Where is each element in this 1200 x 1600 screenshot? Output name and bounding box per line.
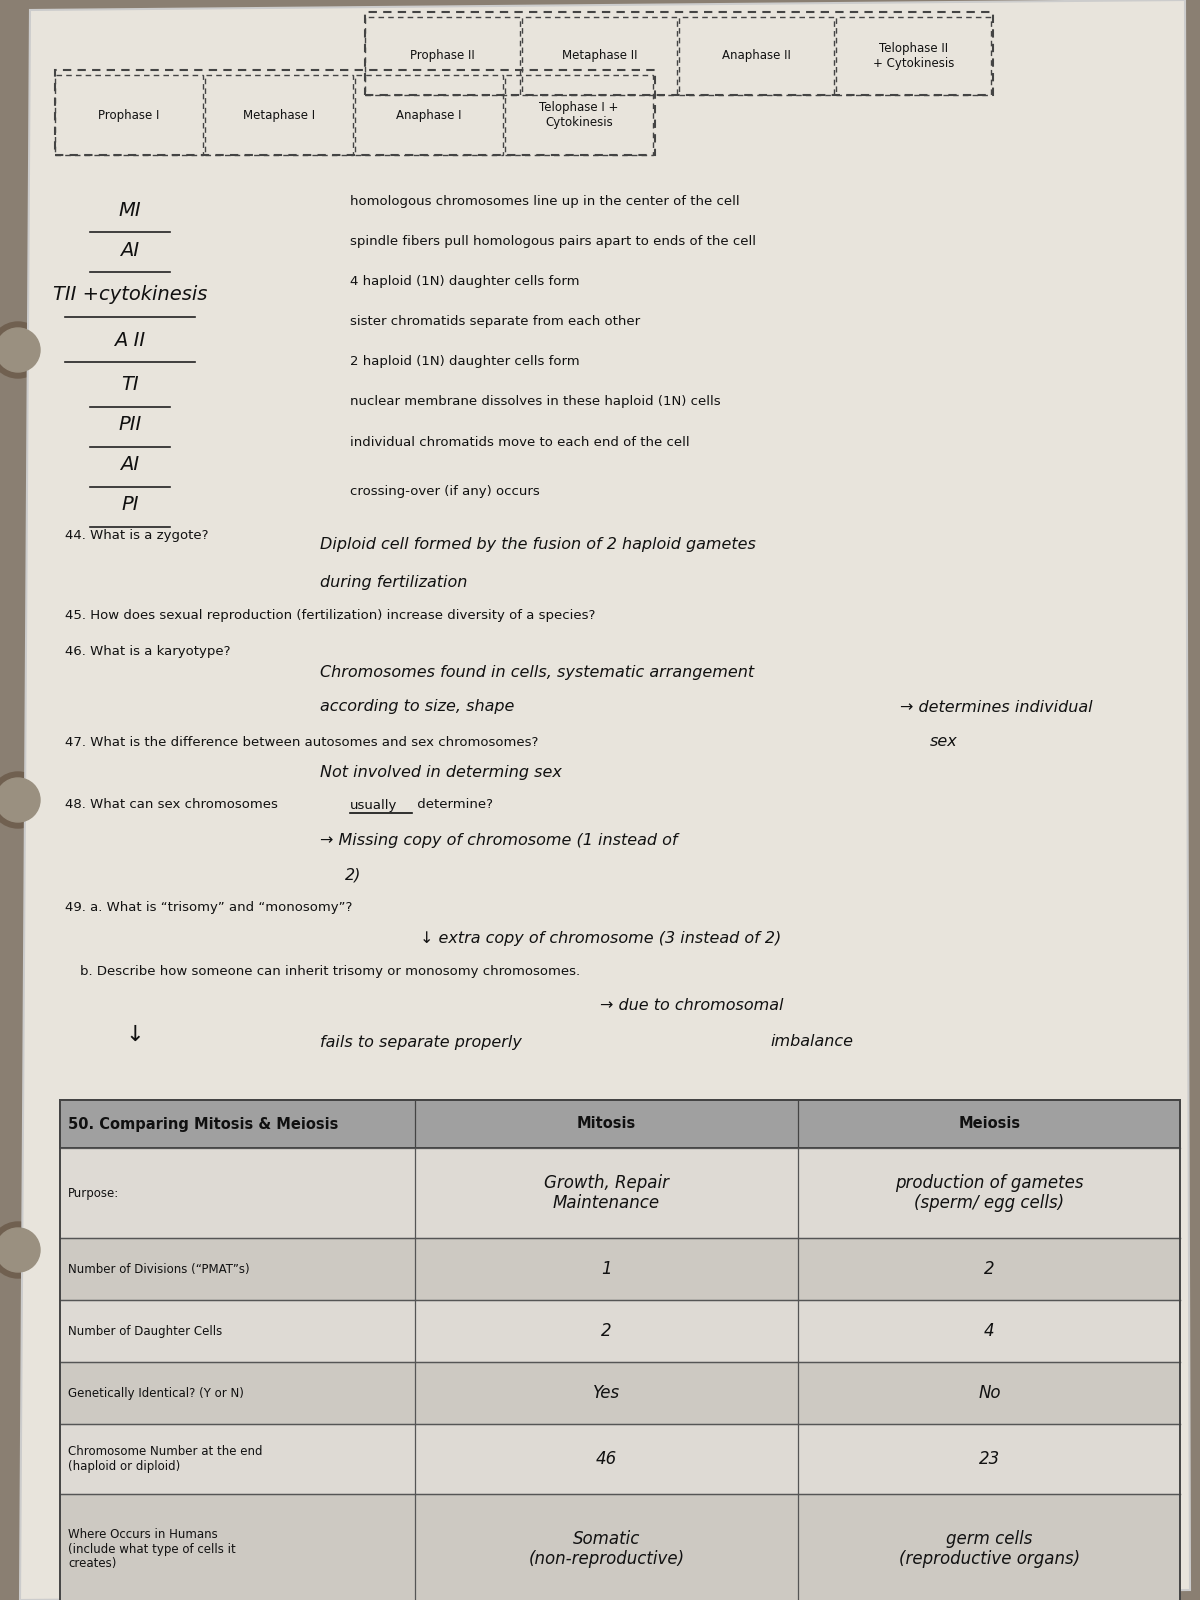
Text: Prophase II: Prophase II	[410, 50, 475, 62]
Text: 48. What can sex chromosomes: 48. What can sex chromosomes	[65, 798, 282, 811]
Text: 46: 46	[596, 1450, 617, 1469]
Circle shape	[0, 322, 46, 378]
Text: 44. What is a zygote?: 44. What is a zygote?	[65, 528, 209, 541]
Text: Purpose:: Purpose:	[68, 1187, 119, 1200]
Text: 50. Comparing Mitosis & Meiosis: 50. Comparing Mitosis & Meiosis	[68, 1117, 338, 1131]
Circle shape	[0, 328, 40, 371]
Text: → Missing copy of chromosome (1 instead of: → Missing copy of chromosome (1 instead …	[320, 832, 678, 848]
Text: No: No	[978, 1384, 1001, 1402]
Text: PI: PI	[121, 496, 139, 515]
Text: 47. What is the difference between autosomes and sex chromosomes?: 47. What is the difference between autos…	[65, 736, 539, 749]
Text: Chromosomes found in cells, systematic arrangement: Chromosomes found in cells, systematic a…	[320, 664, 754, 680]
Text: Number of Divisions (“PMAT”s): Number of Divisions (“PMAT”s)	[68, 1262, 250, 1275]
Text: 2: 2	[984, 1261, 995, 1278]
Text: ↓ extra copy of chromosome (3 instead of 2): ↓ extra copy of chromosome (3 instead of…	[420, 931, 781, 946]
Text: according to size, shape: according to size, shape	[320, 699, 515, 715]
Text: A II: A II	[114, 331, 145, 349]
Bar	[60, 1101, 1180, 1149]
Text: 2: 2	[601, 1322, 612, 1341]
Text: sister chromatids separate from each other: sister chromatids separate from each oth…	[350, 315, 640, 328]
Text: Growth, Repair
Maintenance: Growth, Repair Maintenance	[544, 1174, 670, 1213]
Text: 46. What is a karyotype?: 46. What is a karyotype?	[65, 645, 230, 659]
Bar	[60, 1424, 1180, 1494]
Text: spindle fibers pull homologous pairs apart to ends of the cell: spindle fibers pull homologous pairs apa…	[350, 235, 756, 248]
Text: MI: MI	[119, 200, 142, 219]
Text: Meiosis: Meiosis	[959, 1117, 1020, 1131]
Text: Mitosis: Mitosis	[577, 1117, 636, 1131]
Text: PII: PII	[119, 416, 142, 435]
Bar	[60, 1299, 1180, 1362]
Text: TI: TI	[121, 376, 139, 395]
Text: during fertilization: during fertilization	[320, 574, 467, 589]
Text: AI: AI	[120, 456, 139, 475]
Circle shape	[0, 1229, 40, 1272]
Text: germ cells
(reproductive organs): germ cells (reproductive organs)	[899, 1530, 1080, 1568]
Text: Chromosome Number at the end
(haploid or diploid): Chromosome Number at the end (haploid or…	[68, 1445, 263, 1474]
Bar	[60, 1149, 1180, 1238]
Text: Somatic
(non-reproductive): Somatic (non-reproductive)	[528, 1530, 684, 1568]
Text: Genetically Identical? (Y or N): Genetically Identical? (Y or N)	[68, 1387, 244, 1400]
Text: imbalance: imbalance	[770, 1035, 853, 1050]
Text: Metaphase I: Metaphase I	[242, 109, 316, 122]
Text: sex: sex	[930, 734, 958, 749]
Text: 45. How does sexual reproduction (fertilization) increase diversity of a species: 45. How does sexual reproduction (fertil…	[65, 608, 595, 621]
Text: Metaphase II: Metaphase II	[562, 50, 637, 62]
Polygon shape	[20, 0, 1190, 1600]
Text: Prophase I: Prophase I	[98, 109, 160, 122]
Text: 4: 4	[984, 1322, 995, 1341]
Text: production of gametes
(sperm/ egg cells): production of gametes (sperm/ egg cells)	[895, 1174, 1084, 1213]
Circle shape	[0, 778, 40, 822]
Text: 2): 2)	[346, 867, 361, 883]
Text: Telophase I +
Cytokinesis: Telophase I + Cytokinesis	[539, 101, 619, 130]
Text: → due to chromosomal: → due to chromosomal	[600, 997, 784, 1013]
Text: 4 haploid (1N) daughter cells form: 4 haploid (1N) daughter cells form	[350, 275, 580, 288]
Text: Not involved in determing sex: Not involved in determing sex	[320, 765, 562, 779]
Text: 23: 23	[979, 1450, 1000, 1469]
Text: determine?: determine?	[413, 798, 493, 811]
Text: nuclear membrane dissolves in these haploid (1N) cells: nuclear membrane dissolves in these hapl…	[350, 395, 721, 408]
Bar	[60, 1238, 1180, 1299]
Text: Number of Daughter Cells: Number of Daughter Cells	[68, 1325, 222, 1338]
Text: ↓: ↓	[125, 1026, 144, 1045]
Text: Where Occurs in Humans
(include what type of cells it
creates): Where Occurs in Humans (include what typ…	[68, 1528, 235, 1571]
Text: usually: usually	[350, 798, 397, 811]
Circle shape	[0, 773, 46, 829]
Text: → determines individual: → determines individual	[900, 699, 1093, 715]
Bar	[60, 1494, 1180, 1600]
Text: Telophase II
+ Cytokinesis: Telophase II + Cytokinesis	[872, 42, 954, 70]
Bar	[60, 1362, 1180, 1424]
Text: Anaphase I: Anaphase I	[396, 109, 462, 122]
Text: homologous chromosomes line up in the center of the cell: homologous chromosomes line up in the ce…	[350, 195, 739, 208]
Text: fails to separate properly: fails to separate properly	[320, 1035, 522, 1050]
Text: TII +cytokinesis: TII +cytokinesis	[53, 285, 208, 304]
Text: individual chromatids move to each end of the cell: individual chromatids move to each end o…	[350, 435, 690, 448]
Text: Anaphase II: Anaphase II	[722, 50, 791, 62]
Text: 49. a. What is “trisomy” and “monosomy”?: 49. a. What is “trisomy” and “monosomy”?	[65, 901, 353, 915]
Text: b. Describe how someone can inherit trisomy or monosomy chromosomes.: b. Describe how someone can inherit tris…	[80, 965, 580, 979]
Text: AI: AI	[120, 240, 139, 259]
Circle shape	[0, 1222, 46, 1278]
Text: 2 haploid (1N) daughter cells form: 2 haploid (1N) daughter cells form	[350, 355, 580, 368]
Text: Yes: Yes	[593, 1384, 620, 1402]
Text: 1: 1	[601, 1261, 612, 1278]
Text: Diploid cell formed by the fusion of 2 haploid gametes: Diploid cell formed by the fusion of 2 h…	[320, 538, 756, 552]
Text: crossing-over (if any) occurs: crossing-over (if any) occurs	[350, 485, 540, 499]
